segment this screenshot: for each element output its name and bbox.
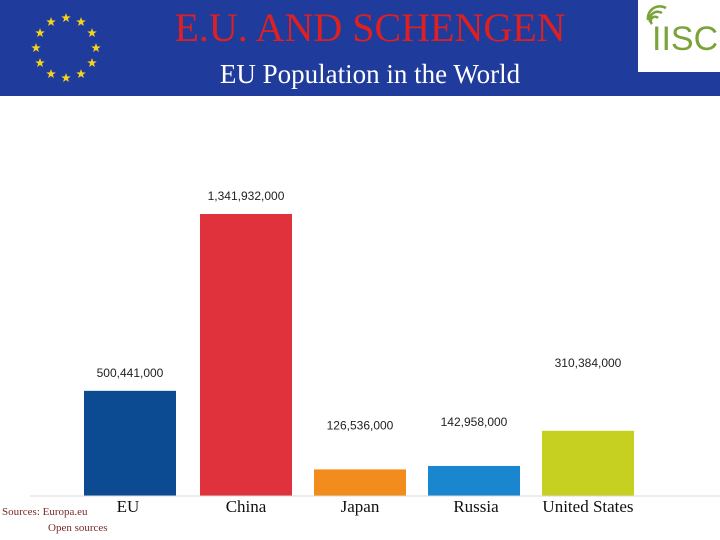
data-label: 310,384,000: [555, 356, 622, 370]
data-label: 126,536,000: [327, 418, 394, 432]
flag-star-icon: [35, 28, 45, 38]
bar-united-states: [542, 430, 634, 496]
flag-star-icon: [35, 58, 45, 68]
bar-china: [200, 214, 292, 496]
category-label: China: [226, 497, 267, 516]
flag-star-icon: [91, 43, 101, 53]
flag-star-icon: [61, 73, 71, 83]
data-label: 1,341,932,000: [208, 189, 285, 203]
source-line-1: Sources: Europa.eu: [2, 506, 88, 518]
source-line-2: Open sources: [48, 522, 108, 534]
wifi-arc-icon: [646, 5, 667, 25]
category-label: EU: [117, 497, 140, 516]
iisc-logo: [638, 0, 720, 72]
page-title: E.U. AND SCHENGEN: [174, 5, 566, 50]
category-label: Russia: [453, 497, 499, 516]
flag-star-icon: [76, 17, 86, 27]
logo-text: IISC: [652, 20, 719, 58]
data-label: 500,441,000: [97, 366, 164, 380]
flag-star-icon: [61, 13, 71, 23]
flag-star-icon: [76, 68, 86, 79]
flag-star-icon: [46, 68, 56, 79]
category-label: United States: [542, 497, 633, 516]
flag-star-icon: [31, 43, 41, 53]
data-label: 142,958,000: [441, 415, 508, 429]
bar-eu: [84, 390, 176, 496]
bar-japan: [314, 469, 406, 496]
flag-star-icon: [46, 17, 56, 27]
header-bar: E.U. AND SCHENGEN EU Population in the W…: [0, 0, 720, 96]
page-subtitle: EU Population in the World: [219, 59, 521, 89]
category-label: Japan: [341, 497, 380, 516]
bar-russia: [428, 465, 520, 496]
flag-star-icon: [87, 58, 97, 68]
population-bar-chart: 500,441,000 EU 1,341,932,000 China 126,536,0…: [30, 189, 720, 516]
source-note: Sources: Europa.eu Open sources: [2, 504, 108, 536]
eu-flag-icon: [31, 13, 101, 83]
flag-star-icon: [87, 28, 97, 38]
